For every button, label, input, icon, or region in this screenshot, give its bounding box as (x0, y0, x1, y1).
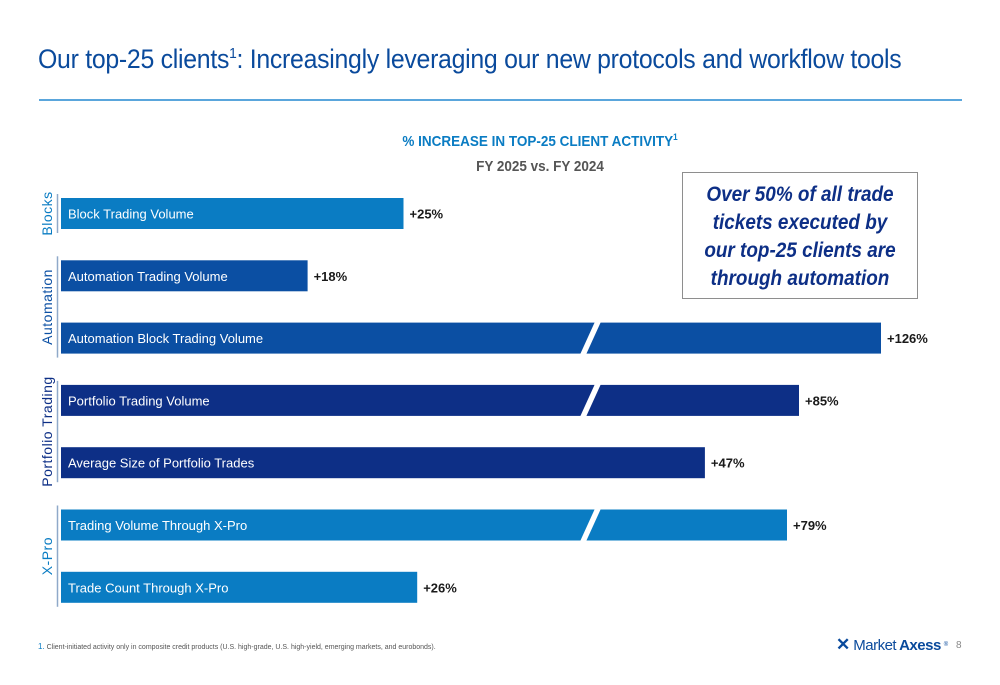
logo-x-icon: ✕ (836, 635, 851, 654)
bar-2 (61, 322, 881, 354)
callout-text: Over 50% of all trade tickets executed b… (704, 181, 896, 290)
footnote: 1. Client-initiated activity only in com… (38, 642, 436, 651)
bar-value-label: +85% (805, 393, 839, 408)
axis-break-mark (580, 321, 601, 355)
group-label-portfolio-trading: Portfolio Trading (39, 376, 55, 486)
group-label-automation: Automation (39, 269, 55, 345)
group-label-blocks: Blocks (39, 191, 55, 235)
bar-category-label: Automation Block Trading Volume (68, 331, 263, 346)
bar-value-label: +126% (887, 331, 928, 346)
bar-4 (61, 447, 705, 479)
footnote-text: Client-initiated activity only in compos… (44, 644, 436, 651)
logo-word-axess: Axess (899, 636, 941, 654)
bar-value-label: +18% (314, 269, 348, 284)
bar-6 (61, 571, 418, 603)
group-label-x-pro: X-Pro (39, 537, 55, 575)
title-footnote-marker: 1 (229, 45, 237, 62)
bar-category-label: Automation Trading Volume (68, 269, 228, 284)
logo-word-market: Market (853, 636, 897, 654)
bar-0 (61, 198, 404, 229)
chart-title-text: % INCREASE IN TOP-25 CLIENT ACTIVITY (402, 133, 674, 150)
bar-5 (61, 509, 787, 541)
axis-break-mark (580, 508, 601, 542)
callout-box: Over 50% of all trade tickets executed b… (682, 172, 918, 299)
logo-registered: ® (943, 642, 949, 648)
chart-subtitle: FY 2025 vs. FY 2024 (476, 158, 604, 175)
title-divider (39, 99, 962, 101)
bar-category-label: Portfolio Trading Volume (68, 393, 210, 408)
slide-title: Our top-25 clients1: Increasingly levera… (38, 44, 902, 75)
page-number: 8 (956, 640, 962, 651)
bar-category-label: Average Size of Portfolio Trades (68, 456, 255, 471)
title-text-rest: : Increasingly leveraging our new protoc… (236, 44, 902, 74)
title-text: Our top-25 clients (38, 44, 230, 74)
bar-value-label: +79% (793, 518, 827, 533)
bar-1 (61, 260, 308, 292)
bar-value-label: +26% (423, 580, 457, 595)
bar-category-label: Trading Volume Through X-Pro (68, 518, 247, 533)
marketaxess-logo: ✕ Market Axess ® (836, 635, 948, 655)
bar-category-label: Block Trading Volume (68, 207, 194, 222)
chart-title-footnote-marker: 1 (673, 132, 678, 142)
axis-break-mark (580, 383, 601, 417)
chart-title: % INCREASE IN TOP-25 CLIENT ACTIVITY1 (360, 132, 720, 151)
bar-category-label: Trade Count Through X-Pro (68, 580, 228, 595)
footnote-number: 1. (38, 642, 45, 651)
bar-value-label: +25% (410, 207, 444, 222)
bar-3 (61, 384, 799, 416)
bar-value-label: +47% (711, 456, 745, 471)
